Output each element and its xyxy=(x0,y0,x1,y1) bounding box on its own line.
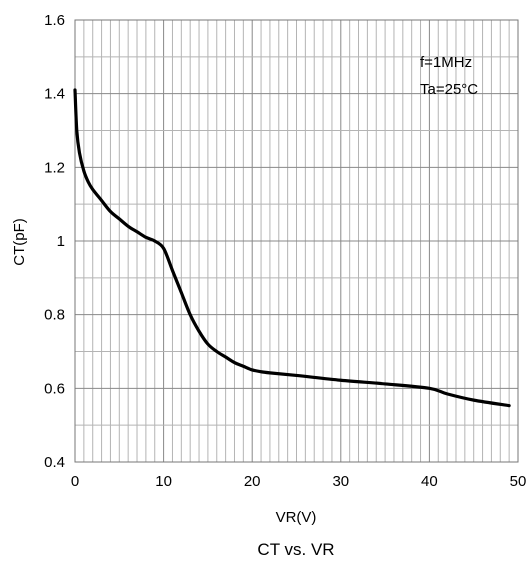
y-axis-label: CT(pF) xyxy=(11,218,28,266)
y-tick-label: 1.6 xyxy=(44,12,65,29)
x-axis-label: VR(V) xyxy=(276,509,317,526)
annotation-frequency: f=1MHz xyxy=(420,54,472,71)
x-axis-ticks: 0 10 20 30 40 50 xyxy=(71,473,527,490)
annotation-temperature: Ta=25°C xyxy=(420,81,478,98)
x-tick-label: 50 xyxy=(510,473,527,490)
y-tick-label: 0.8 xyxy=(44,307,65,324)
x-tick-label: 0 xyxy=(71,473,79,490)
x-tick-label: 30 xyxy=(332,473,349,490)
x-tick-label: 20 xyxy=(244,473,261,490)
y-tick-label: 0.4 xyxy=(44,454,65,471)
x-tick-label: 40 xyxy=(421,473,438,490)
y-tick-label: 1 xyxy=(57,233,65,250)
chart-title: CT vs. VR xyxy=(257,540,334,559)
y-tick-label: 1.2 xyxy=(44,159,65,176)
grid xyxy=(75,20,518,462)
y-axis-ticks: 0.4 0.6 0.8 1 1.2 1.4 1.6 xyxy=(44,12,65,471)
y-tick-label: 0.6 xyxy=(44,380,65,397)
series-line xyxy=(73,88,511,408)
x-tick-label: 10 xyxy=(155,473,172,490)
plot-frame xyxy=(74,19,519,463)
y-tick-label: 1.4 xyxy=(44,86,65,103)
